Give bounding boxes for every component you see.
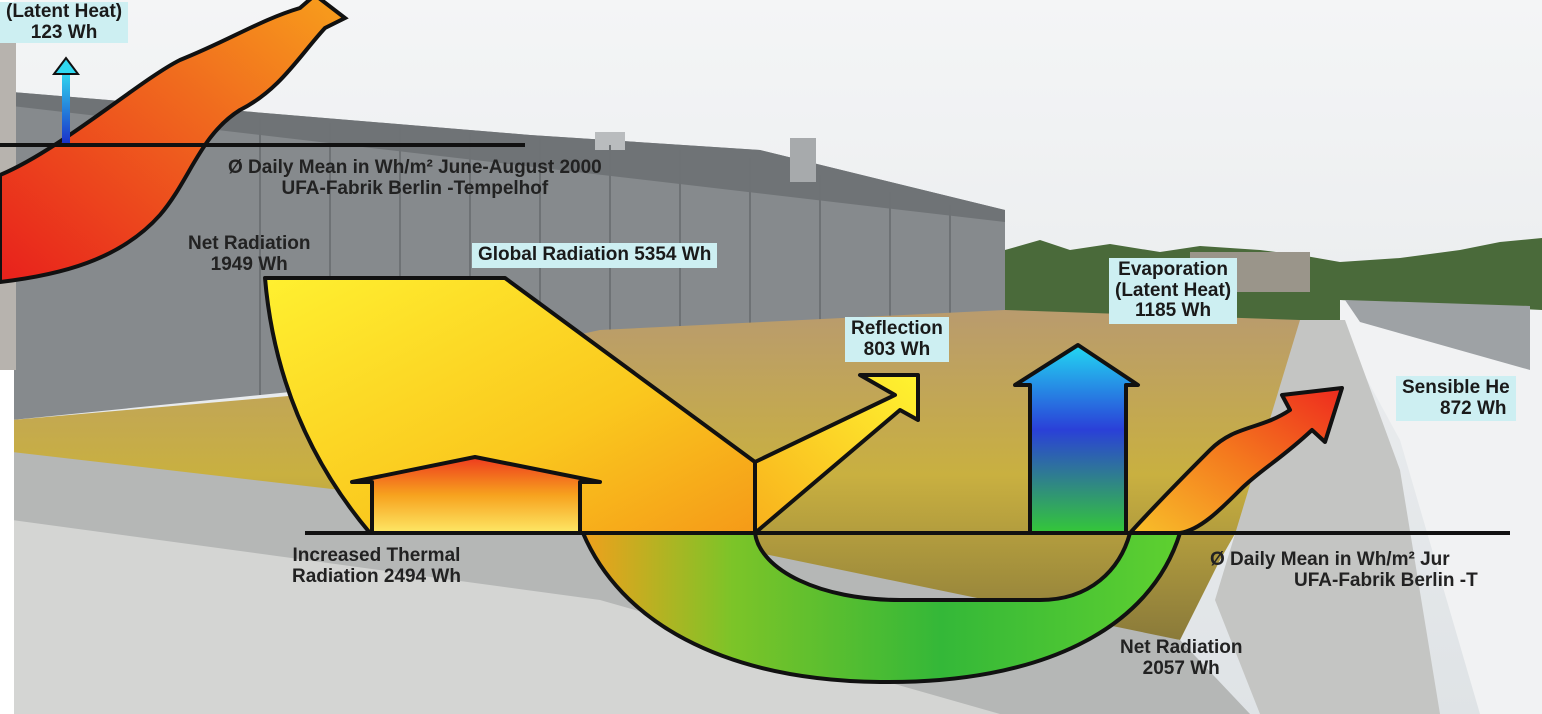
net-radiation-left-label: Net Radiation 1949 Wh [188, 233, 311, 275]
global-radiation-label: Global Radiation 5354 Wh [472, 243, 718, 268]
reflection-arrow [753, 373, 920, 535]
net-radiation-flow [581, 531, 1182, 685]
reflection-label: Reflection 803 Wh [845, 317, 949, 363]
sensible-heat-arrow [1128, 386, 1344, 535]
net-radiation-right-label: Net Radiation 2057 Wh [1120, 637, 1243, 679]
bottom-daily-mean-label: Ø Daily Mean in Wh/m² Jur UFA-Fabrik Ber… [1210, 549, 1478, 591]
thermal-radiation-label: Increased Thermal Radiation 2494 Wh [292, 545, 461, 587]
top-latent-heat-label: (Latent Heat) 123 Wh [0, 1, 129, 44]
top-left-flow [0, 0, 349, 285]
small-evaporation-arrow [62, 72, 70, 144]
evaporation-arrow [1013, 343, 1140, 535]
top-daily-mean-label: Ø Daily Mean in Wh/m² June-August 2000 U… [228, 157, 602, 199]
evaporation-label: Evaporation (Latent Heat) 1185 Wh [1109, 258, 1238, 324]
thermal-radiation-house [350, 455, 602, 535]
sensible-heat-label: Sensible He 872 Wh [1396, 376, 1516, 422]
